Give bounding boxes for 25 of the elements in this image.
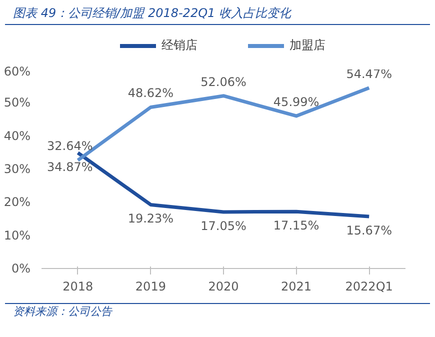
y-tick-label: 30% [4,162,30,176]
y-tick-label: 10% [4,228,30,242]
data-label: 17.15% [273,218,320,233]
data-label: 32.64% [47,139,93,154]
y-tick-label: 0% [11,262,31,276]
data-label: 17.05% [200,218,246,233]
data-label: 45.99% [273,94,320,109]
data-label: 52.06% [200,74,246,89]
x-tick-label: 2019 [135,280,166,294]
data-label: 19.23% [128,212,174,226]
x-tick-label: 2022Q1 [345,280,393,294]
text: 资料来源：公司公告 [13,304,112,320]
x-tick-label: 2021 [281,280,312,294]
legend-label: 加盟店 [290,38,326,52]
y-tick-label: 60% [4,64,30,78]
y-tick-label: 50% [4,96,30,110]
data-label: 48.62% [128,86,174,100]
y-tick-label: 40% [4,128,30,143]
legend-label: 经销店 [162,38,198,52]
data-label: 34.87% [47,160,93,174]
chart-title: 图表 49：公司经销/加盟 2018-22Q1 收入占比变化 [13,5,291,22]
data-label: 15.67% [346,224,392,238]
x-tick-label: 2018 [62,280,94,294]
x-tick-label: 2020 [208,280,239,294]
y-tick-label: 20% [4,195,30,210]
